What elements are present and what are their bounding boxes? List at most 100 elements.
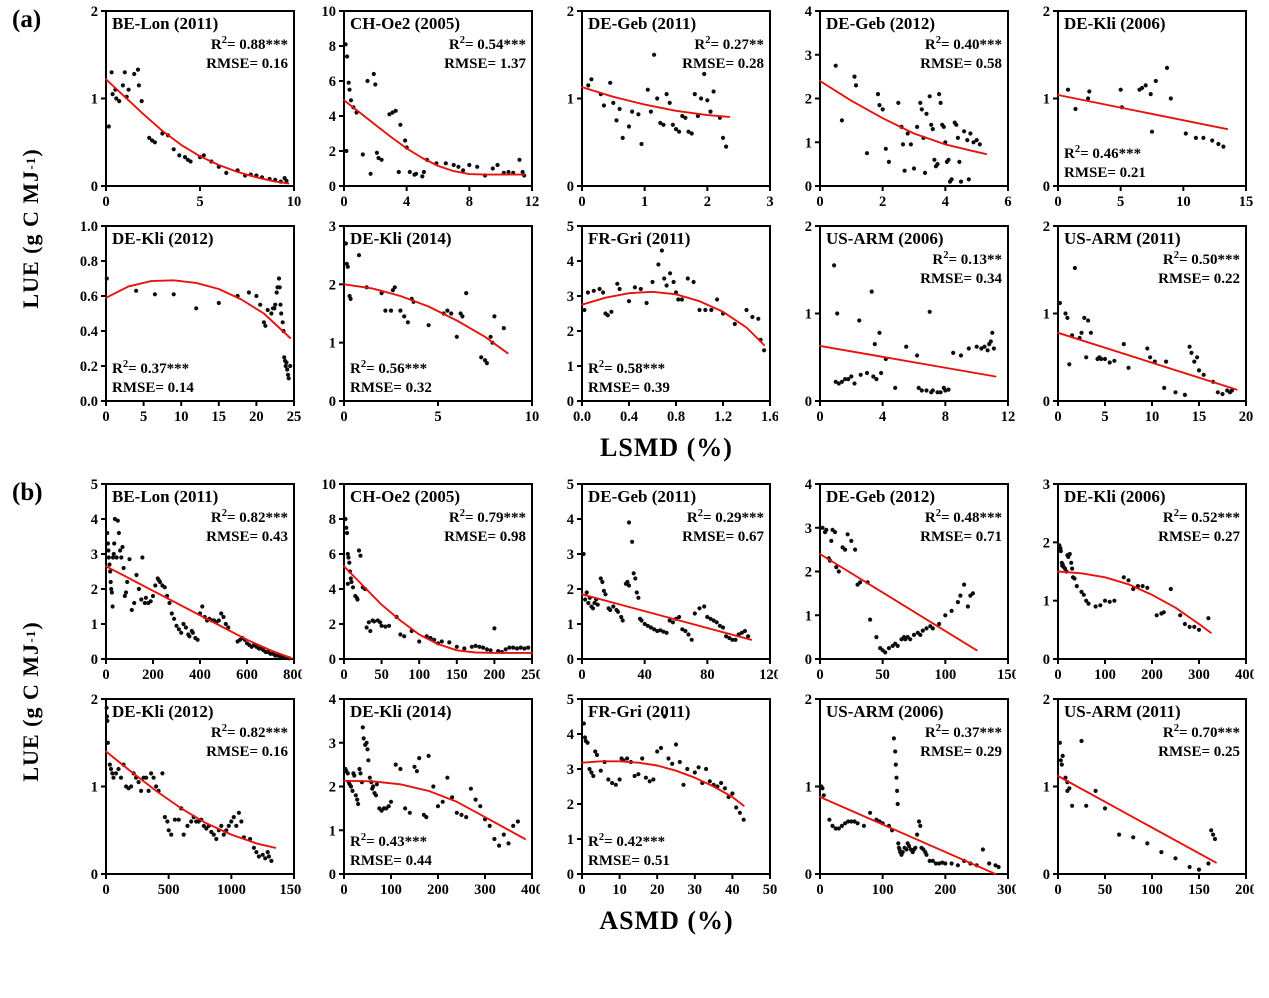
scatter-point: [974, 138, 979, 143]
scatter-point: [598, 575, 603, 581]
scatter-point: [150, 593, 156, 598]
r2-stat: R2= 0.27**: [694, 35, 764, 53]
scatter-point: [475, 164, 480, 169]
y-tick-label: 0: [91, 867, 98, 883]
scatter-point: [601, 103, 606, 108]
y-tick-label: 3: [805, 520, 812, 536]
scatter-point: [1057, 740, 1062, 745]
scatter-point: [449, 311, 454, 316]
scatter-point: [258, 302, 263, 307]
scatter-point: [642, 621, 647, 626]
y-tick-label: 8: [329, 512, 336, 528]
fit-curve: [1057, 774, 1217, 864]
scatter-point: [587, 766, 592, 771]
fit-curve: [343, 283, 509, 355]
scatter-point: [492, 314, 497, 319]
scatter-point: [1073, 106, 1078, 112]
scatter-point: [107, 561, 112, 567]
x-tick-label: 100: [408, 667, 430, 683]
scatter-point: [958, 593, 963, 598]
scatter-point: [356, 801, 361, 806]
scatter-point: [707, 778, 712, 783]
rmse-stat: RMSE= 0.67: [682, 529, 764, 545]
scatter-point: [344, 530, 350, 535]
scatter-point: [919, 388, 924, 393]
scatter-point: [927, 858, 932, 863]
scatter-point: [120, 544, 125, 549]
scatter-point: [402, 633, 407, 638]
scatter-point: [918, 100, 923, 105]
panel-title: US-ARM (2006): [826, 702, 944, 721]
scatter-point: [135, 67, 141, 72]
scatter-point: [896, 100, 901, 105]
scatter-point: [169, 610, 174, 616]
scatter-point: [209, 829, 214, 834]
scatter-point: [1084, 803, 1089, 808]
scatter-point: [501, 832, 506, 837]
scatter-point: [506, 169, 511, 175]
y-tick-label: 3: [1043, 477, 1050, 493]
scatter-point: [724, 144, 729, 149]
scatter-point: [189, 818, 194, 824]
scatter-point: [407, 169, 412, 175]
x-tick-label: 20: [1239, 409, 1254, 425]
scatter-point: [832, 529, 838, 534]
scatter-point: [348, 575, 353, 581]
y-axis-label-a: LUE (g C MJ -1): [18, 34, 44, 423]
scatter-point: [360, 152, 365, 157]
x-tick-label: 0.8: [667, 409, 685, 425]
scatter-point: [126, 87, 131, 92]
scatter-point: [364, 740, 369, 745]
y-tick-label: 5: [567, 477, 574, 493]
panel-title: FR-Gri (2011): [588, 702, 690, 721]
scatter-point: [160, 770, 165, 776]
scatter-point: [949, 608, 954, 613]
scatter-point: [1112, 598, 1117, 603]
scatter-point: [683, 115, 688, 120]
scatter-point: [1215, 390, 1220, 395]
scatter-point: [673, 127, 679, 132]
scatter-point: [632, 285, 637, 290]
scatter-point: [143, 595, 148, 600]
scatter-point: [467, 162, 472, 168]
scatter-point: [750, 314, 755, 320]
scatter-point: [943, 388, 948, 393]
scatter-point: [836, 568, 841, 574]
scatter-point: [344, 525, 349, 530]
scatter-point: [985, 348, 990, 353]
scatter-point: [107, 762, 112, 767]
scatter-point: [895, 788, 900, 793]
scatter-point: [636, 112, 641, 117]
scatter-point: [739, 630, 744, 635]
scatter-point: [511, 823, 516, 828]
x-tick-label: 0: [1054, 409, 1061, 425]
scatter-point: [239, 818, 244, 824]
scatter-point: [165, 818, 170, 824]
scatter-point: [454, 810, 459, 815]
scatter-point: [132, 71, 137, 77]
scatter-point: [108, 568, 113, 574]
y-tick-label: 0.6: [80, 289, 98, 305]
y-axis-label-b: LUE (g C MJ -1): [18, 507, 44, 896]
scatter-point: [367, 775, 372, 780]
scatter-point: [858, 579, 863, 585]
scatter-point: [594, 752, 600, 757]
scatter-point: [1121, 342, 1126, 347]
x-tick-label: 0.4: [620, 409, 638, 425]
scatter-point: [615, 281, 620, 286]
y-tick-label: 2: [567, 324, 574, 340]
scatter-point: [147, 135, 152, 140]
scatter-point: [937, 92, 942, 97]
scatter-point: [874, 634, 879, 639]
scatter-point: [488, 647, 493, 652]
scatter-point: [681, 782, 686, 787]
scatter-point: [1058, 548, 1063, 553]
scatter-point: [857, 318, 862, 323]
scatter-point: [1221, 144, 1226, 149]
x-tick-label: 0: [340, 882, 347, 898]
panel-title: DE-Geb (2011): [588, 14, 696, 33]
scatter-point: [685, 276, 690, 281]
fit-curve: [819, 795, 997, 875]
scatter-point: [343, 241, 348, 246]
scatter-point: [350, 584, 356, 589]
